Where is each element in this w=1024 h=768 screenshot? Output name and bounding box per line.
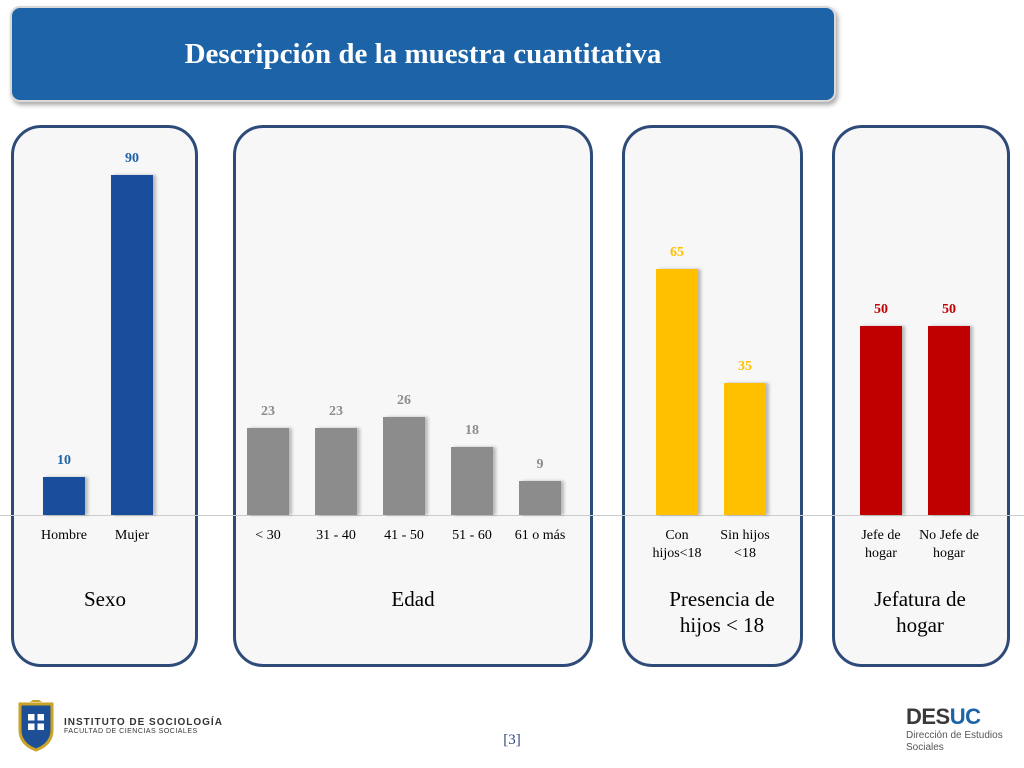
value-label: 18 <box>465 423 479 438</box>
brand-sub-1: Dirección de Estudios <box>906 730 1003 741</box>
value-label: 10 <box>57 453 71 469</box>
bar-1-4 <box>519 481 561 515</box>
group-label: Sexo <box>84 587 126 611</box>
group-label: Edad <box>391 587 435 611</box>
university-seal-icon <box>18 700 54 752</box>
bar-0-1 <box>111 175 153 515</box>
group-label: Jefatura de hogar <box>874 587 966 637</box>
category-label: Mujer <box>114 528 150 543</box>
value-label: 23 <box>261 404 275 420</box>
title-banner: Descripción de la muestra cuantitativa <box>10 6 836 102</box>
category-label: 31 - 40 <box>316 528 356 543</box>
group-label: Presencia de hijos < 18 <box>669 587 775 637</box>
value-label: 26 <box>397 392 411 408</box>
bar-1-2 <box>383 416 425 515</box>
bar-1-1 <box>315 428 357 515</box>
brand-des: DES <box>906 704 950 729</box>
bar-2-1 <box>724 382 766 515</box>
brand-sub-2: Sociales <box>906 742 944 753</box>
institute-logo: INSTITUTO DE SOCIOLOGÍA FACULTAD DE CIEN… <box>16 700 223 752</box>
bar-3-1 <box>928 326 970 515</box>
category-label: No Jefe de hogar <box>919 528 979 561</box>
value-label: 23 <box>329 404 343 420</box>
value-label: 50 <box>874 302 888 318</box>
panel-hijos <box>622 125 803 667</box>
bar-3-0 <box>860 326 902 515</box>
desuc-logo: DESUC Dirección de Estudios Sociales <box>906 704 1003 754</box>
institute-name: INSTITUTO DE SOCIOLOGÍA <box>64 717 223 728</box>
panel-edad <box>233 125 593 667</box>
value-label: 90 <box>125 151 139 166</box>
brand-uc: UC <box>949 704 981 729</box>
page-title: Descripción de la muestra cuantitativa <box>184 37 662 70</box>
panel-sexo <box>11 125 198 667</box>
category-label: Con hijos<18 <box>652 528 702 561</box>
value-label: 35 <box>738 358 752 374</box>
category-label: 61 o más <box>514 528 566 543</box>
page-number: [3] <box>503 732 521 748</box>
bar-1-3 <box>451 447 493 515</box>
category-label: 41 - 50 <box>384 528 424 543</box>
category-label: Hombre <box>41 528 87 543</box>
value-label: 65 <box>670 245 684 261</box>
category-label: Jefe de hogar <box>861 528 901 561</box>
value-label: 9 <box>536 457 544 472</box>
value-label: 50 <box>942 302 956 318</box>
faculty-name: FACULTAD DE CIENCIAS SOCIALES <box>64 728 198 735</box>
chart-baseline <box>0 515 1024 516</box>
category-label: 51 - 60 <box>452 528 492 543</box>
bar-1-0 <box>247 428 289 515</box>
bar-2-0 <box>656 269 698 515</box>
category-label: < 30 <box>255 528 281 543</box>
bar-0-0 <box>43 477 85 515</box>
category-label: Sin hijos <18 <box>720 528 770 561</box>
